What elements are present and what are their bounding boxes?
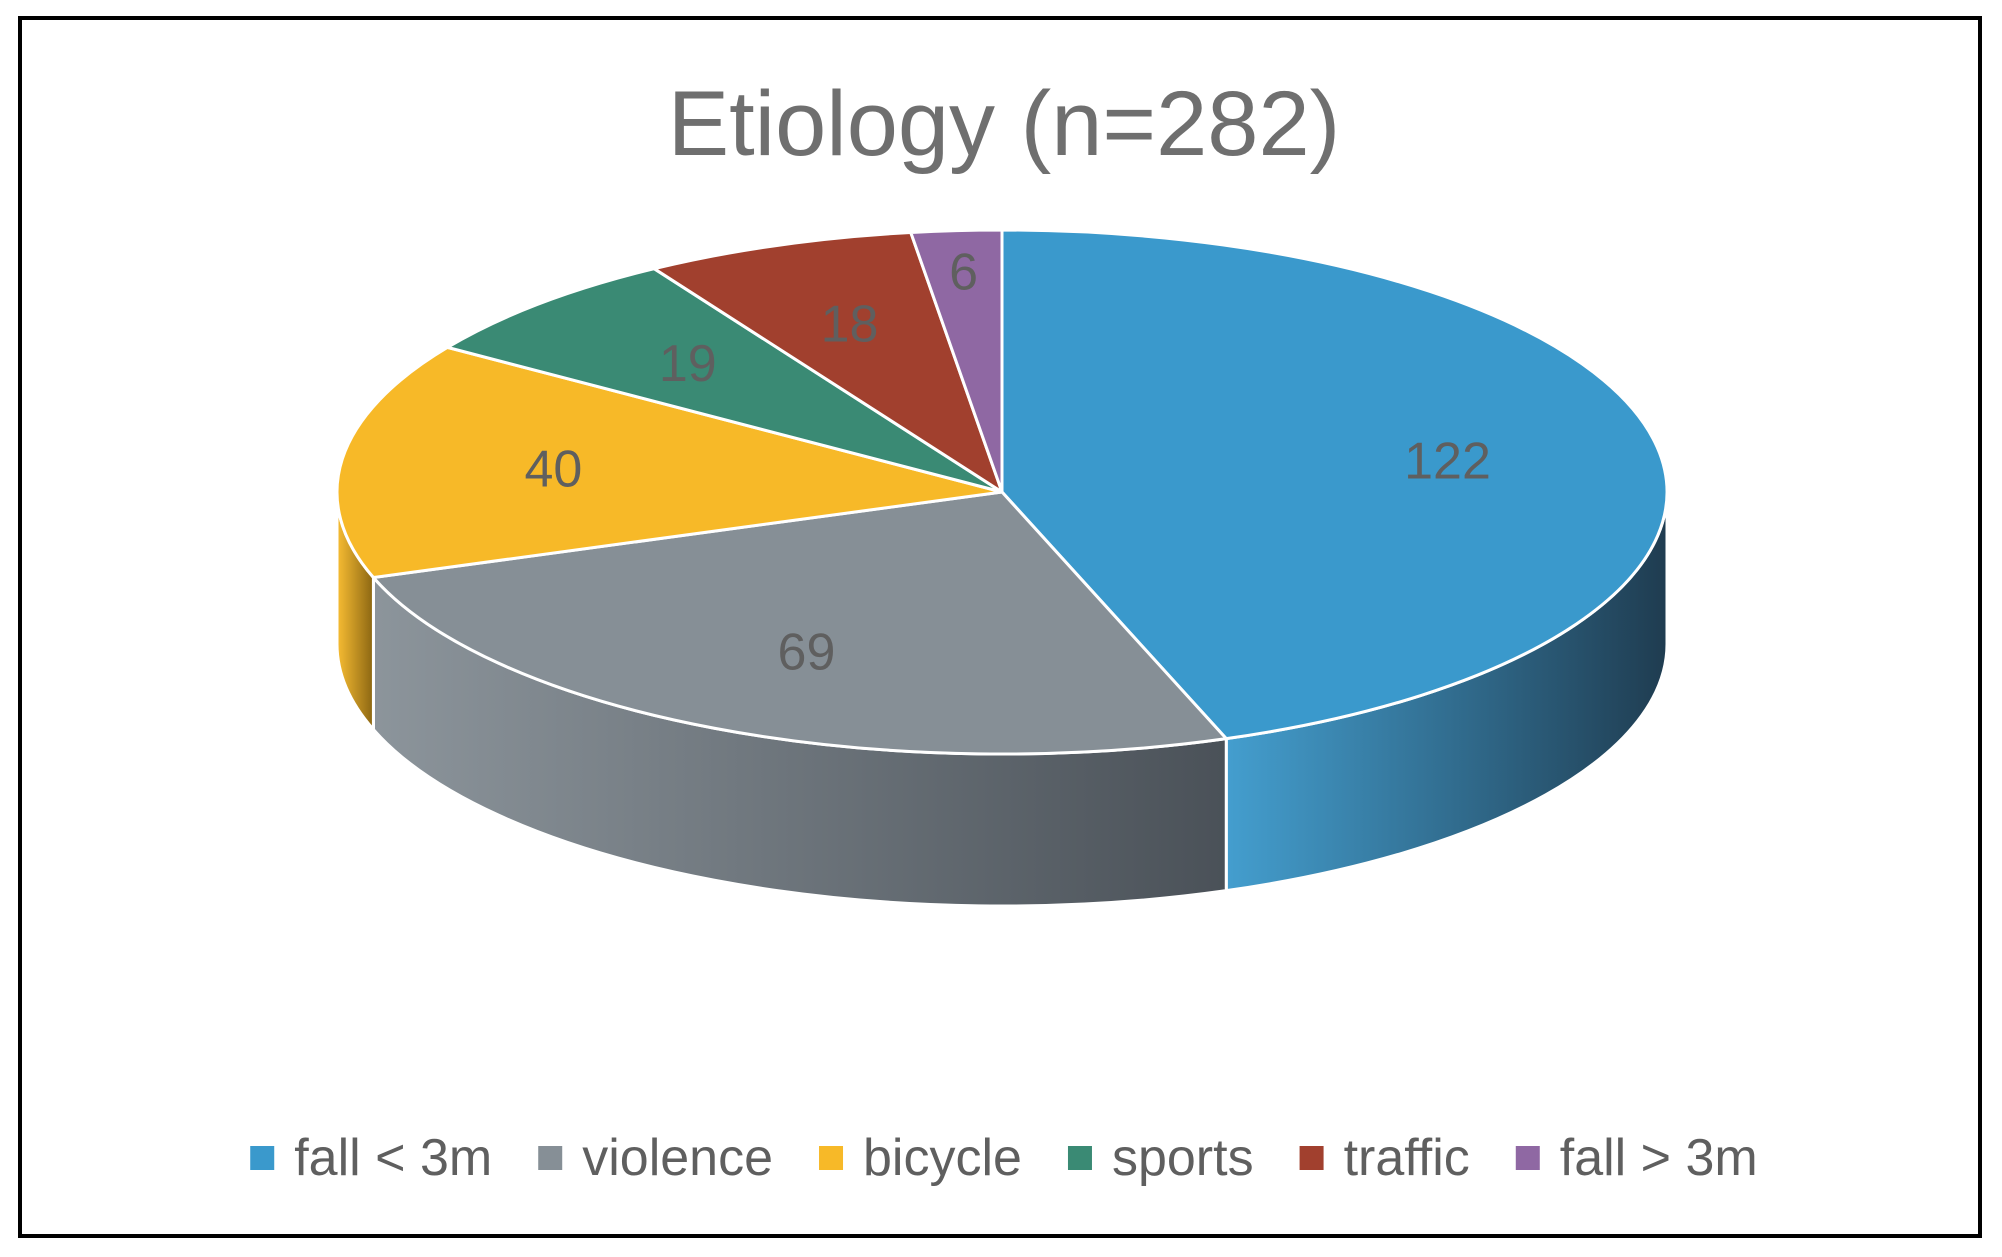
legend-item-traffic: traffic bbox=[1299, 1129, 1470, 1187]
data-labels: 122 69 40 19 18 6 bbox=[524, 243, 1490, 681]
legend-swatch bbox=[538, 1146, 563, 1170]
legend-swatch bbox=[819, 1146, 844, 1170]
legend-swatch bbox=[1299, 1146, 1324, 1170]
pie-slice-sports bbox=[445, 267, 1004, 494]
data-label-bicycle: 40 bbox=[524, 441, 582, 499]
pie-slices bbox=[335, 228, 1669, 756]
pie-slice-fall-3m bbox=[1000, 228, 1669, 741]
chart-title: Etiology (n=282) bbox=[667, 73, 1341, 175]
legend-label: traffic bbox=[1344, 1129, 1470, 1187]
data-label-fall-3m: 122 bbox=[1404, 433, 1491, 491]
pie-chart: 122 69 40 19 18 6 fall < 3m violence bicycle spo… bbox=[250, 228, 1758, 1187]
legend-label: sports bbox=[1112, 1129, 1254, 1187]
legend-swatch bbox=[1515, 1146, 1540, 1170]
legend-swatch bbox=[1067, 1146, 1092, 1170]
data-label-fall-3m: 6 bbox=[949, 243, 978, 301]
pie-slice-bicycle bbox=[335, 345, 1004, 580]
data-label-violence: 69 bbox=[778, 624, 836, 682]
legend-item-bicycle: bicycle bbox=[819, 1129, 1022, 1187]
legend-swatch bbox=[250, 1146, 275, 1170]
legend-item-fall-3m: fall > 3m bbox=[1515, 1129, 1758, 1187]
data-label-traffic: 18 bbox=[821, 295, 879, 353]
legend-label: fall > 3m bbox=[1560, 1129, 1758, 1187]
data-label-sports: 19 bbox=[659, 335, 717, 393]
legend-item-fall-3m: fall < 3m bbox=[250, 1129, 492, 1187]
pie-slice-traffic bbox=[652, 230, 1004, 494]
legend-label: fall < 3m bbox=[294, 1129, 492, 1187]
pie-slice-violence bbox=[371, 490, 1228, 756]
legend: fall < 3m violence bicycle sports traffic fal… bbox=[250, 1129, 1758, 1187]
legend-item-violence: violence bbox=[538, 1129, 773, 1187]
pie-slice-fall-3m bbox=[909, 228, 1004, 494]
legend-label: violence bbox=[582, 1129, 773, 1187]
legend-label: bicycle bbox=[863, 1129, 1022, 1187]
legend-item-sports: sports bbox=[1067, 1129, 1254, 1187]
chart-frame: Etiology (n=282) 122 69 40 19 18 6 fall < 3m v… bbox=[18, 16, 1982, 1238]
